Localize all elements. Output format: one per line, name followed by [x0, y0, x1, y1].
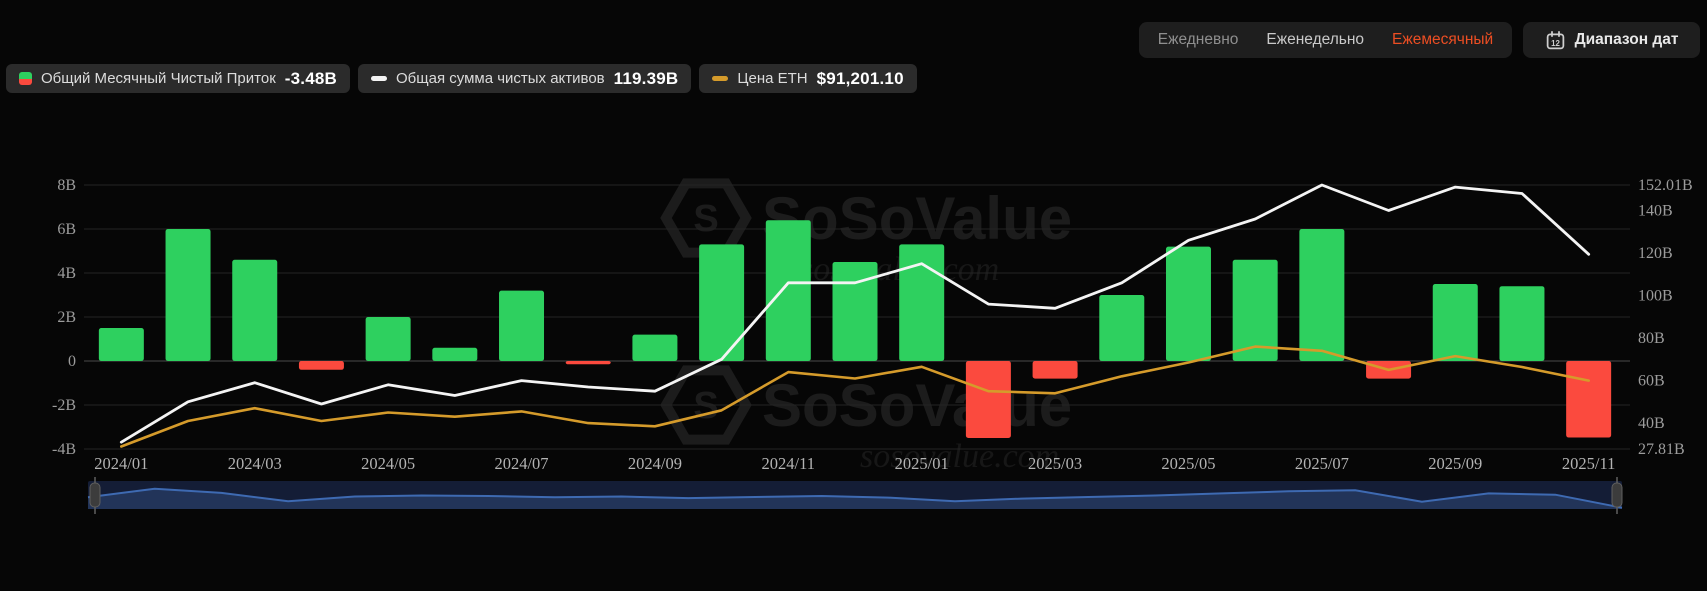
svg-text:S: S	[693, 385, 718, 427]
x-axis-label: 2024/07	[494, 454, 548, 473]
right-axis-label: 27.81B	[1638, 441, 1685, 458]
x-axis-label: 2025/05	[1161, 454, 1215, 473]
x-axis-label: 2025/11	[1562, 454, 1615, 473]
tab-daily[interactable]: Ежедневно	[1157, 31, 1239, 48]
eth-price-line	[120, 345, 1590, 448]
legend-value: -3.48B	[284, 68, 337, 88]
bar-2024/07[interactable]	[499, 290, 545, 361]
orange-line-icon	[712, 76, 729, 81]
bar-2025/05[interactable]	[1165, 246, 1211, 361]
x-axis-label: 2025/09	[1428, 454, 1482, 473]
bar-2025/11[interactable]	[1566, 361, 1612, 438]
right-axis-label: 140B	[1638, 203, 1673, 220]
legend-value: 119.39B	[613, 68, 679, 88]
bar-green-red-icon	[19, 72, 32, 85]
bar-2025/02[interactable]	[965, 361, 1011, 438]
left-axis-label: 4B	[57, 265, 76, 282]
bar-2024/02[interactable]	[165, 229, 211, 361]
right-axis-label: 100B	[1638, 288, 1673, 305]
bar-2025/03[interactable]	[1032, 361, 1078, 379]
svg-text:SoSoValue: SoSoValue	[762, 185, 1072, 252]
svg-text:sosovalue.com: sosovalue.com	[860, 438, 1059, 475]
left-axis-label: 2B	[57, 309, 76, 326]
x-axis-label: 2025/03	[1028, 454, 1082, 473]
date-range-label: Диапазон дат	[1574, 31, 1679, 48]
bar-2024/10[interactable]	[699, 244, 745, 361]
navigator-handle-left[interactable]	[89, 482, 101, 508]
left-axis-label: 8B	[57, 177, 76, 194]
x-axis-label: 2024/05	[361, 454, 415, 473]
right-axis-label: 120B	[1638, 245, 1673, 262]
period-tab-group: Ежедневно Еженедельно Ежемесячный	[1139, 22, 1512, 58]
right-axis-label: 60B	[1638, 373, 1665, 390]
navigator-handle-right[interactable]	[1611, 482, 1623, 508]
net-assets-line	[119, 183, 1591, 444]
right-axis-label: 40B	[1638, 415, 1665, 432]
svg-text:S: S	[693, 198, 718, 240]
svg-text:12: 12	[1551, 38, 1560, 47]
legend-item-eth-price[interactable]: Цена ETH $91,201.10	[699, 64, 917, 93]
bar-2024/08[interactable]	[565, 361, 611, 365]
bar-2024/06[interactable]	[432, 347, 478, 361]
legend-label: Общий Месячный Чистый Приток	[41, 70, 276, 87]
x-axis-label: 2024/11	[762, 454, 815, 473]
legend-item-netflow[interactable]: Общий Месячный Чистый Приток -3.48B	[6, 64, 350, 93]
bar-2025/07[interactable]	[1299, 229, 1345, 361]
right-axis-label: 80B	[1638, 330, 1665, 347]
bar-2024/12[interactable]	[832, 262, 878, 361]
x-axis-label: 2024/01	[94, 454, 148, 473]
legend-label: Цена ETH	[737, 70, 808, 87]
x-axis-label: 2025/01	[895, 454, 949, 473]
x-axis-label: 2025/07	[1295, 454, 1349, 473]
chart-legend: Общий Месячный Чистый Приток -3.48B Обща…	[6, 64, 917, 93]
left-axis-label: 6B	[57, 221, 76, 238]
navigator-line	[87, 487, 1623, 509]
bar-2024/09[interactable]	[632, 334, 678, 361]
bar-2025/06[interactable]	[1232, 259, 1278, 361]
white-line-icon	[371, 76, 387, 81]
x-axis-label: 2024/03	[228, 454, 282, 473]
bar-2024/01[interactable]	[98, 328, 144, 361]
legend-label: Общая сумма чистых активов	[396, 70, 605, 87]
tab-monthly[interactable]: Ежемесячный	[1392, 31, 1494, 48]
left-axis-label: -4B	[52, 441, 76, 458]
bar-2025/09[interactable]	[1432, 284, 1478, 361]
bar-2025/01[interactable]	[899, 244, 945, 361]
left-axis-label: -2B	[52, 397, 76, 414]
legend-value: $91,201.10	[816, 68, 904, 88]
right-axis-label: 152.01B	[1638, 177, 1693, 194]
tab-weekly[interactable]: Еженедельно	[1266, 31, 1365, 48]
left-axis-label: 0	[68, 353, 76, 370]
date-range-button[interactable]: 12 Диапазон дат	[1523, 22, 1700, 58]
bar-2025/04[interactable]	[1099, 295, 1145, 361]
bar-2024/11[interactable]	[765, 220, 811, 361]
bar-2024/05[interactable]	[365, 317, 411, 361]
calendar-12-icon: 12	[1546, 30, 1564, 49]
bar-2024/04[interactable]	[298, 361, 344, 370]
bar-2025/10[interactable]	[1499, 286, 1545, 361]
x-axis-label: 2024/09	[628, 454, 682, 473]
bar-2024/03[interactable]	[232, 259, 278, 361]
legend-item-assets[interactable]: Общая сумма чистых активов 119.39B	[358, 64, 692, 93]
